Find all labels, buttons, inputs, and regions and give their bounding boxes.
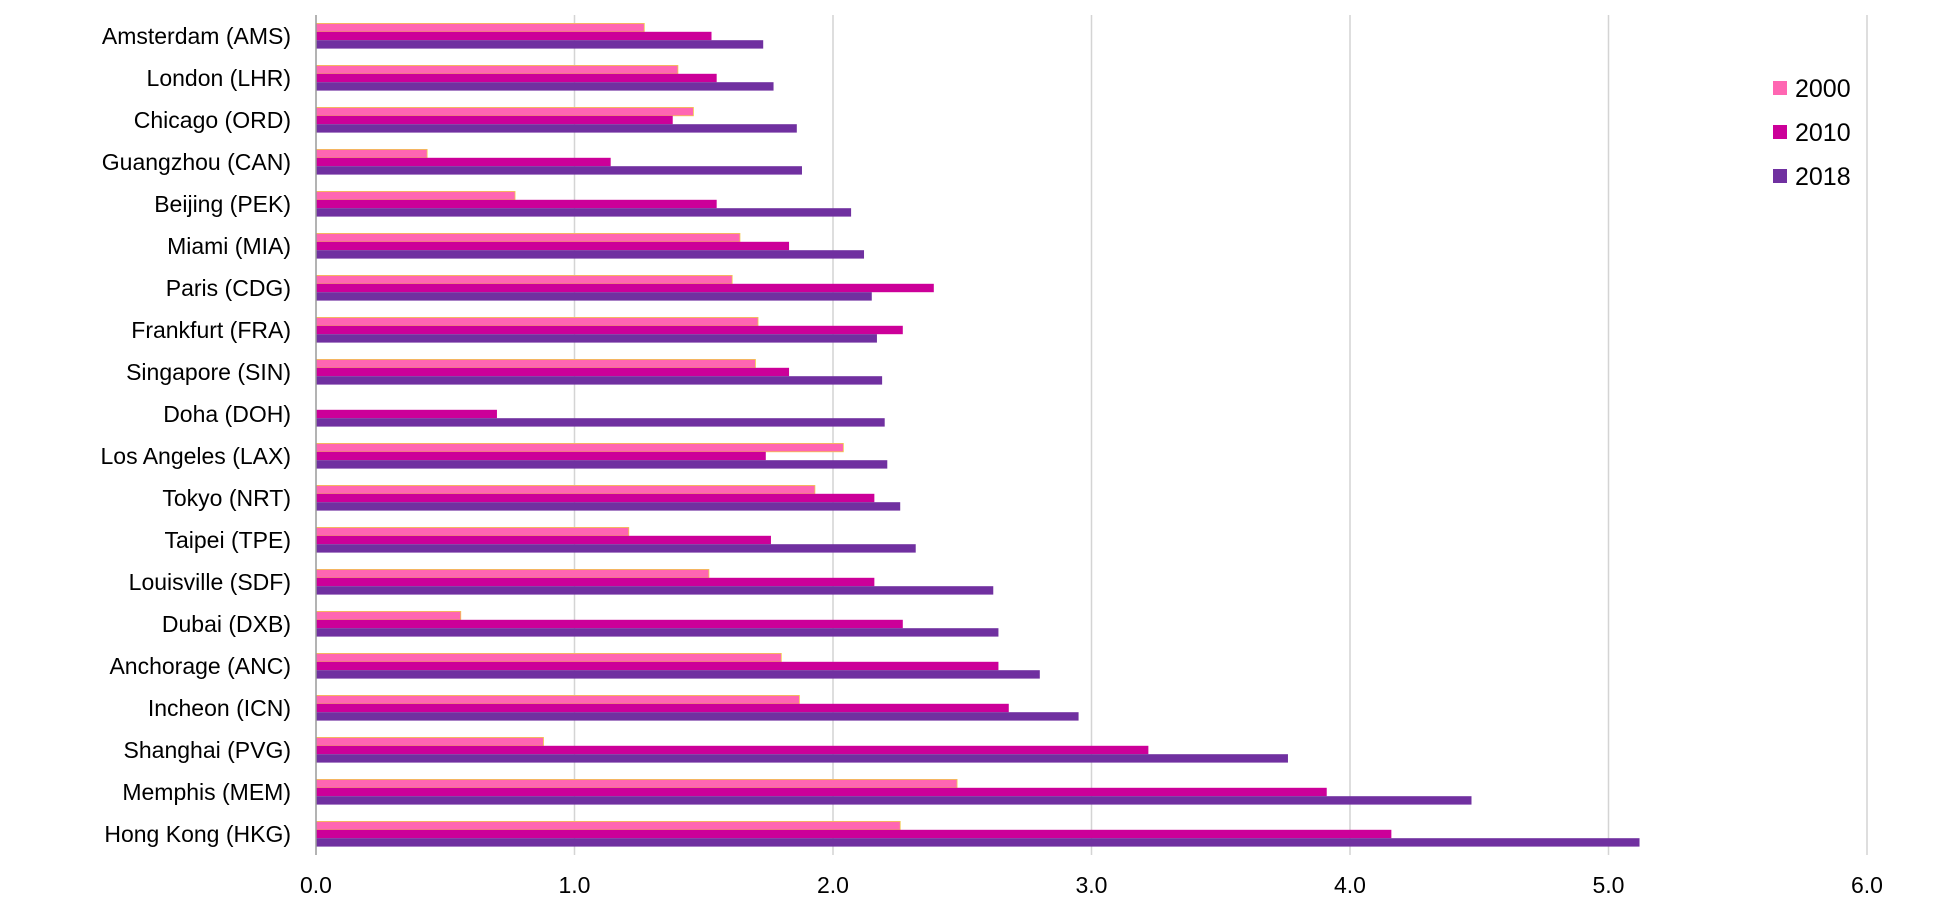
category-label: Miami (MIA) xyxy=(167,233,291,259)
bar-2010 xyxy=(316,73,717,83)
x-tick-label: 6.0 xyxy=(1851,872,1883,898)
bar-2018 xyxy=(316,586,994,595)
bar-2018 xyxy=(316,460,888,469)
category-label: Taipei (TPE) xyxy=(164,527,291,553)
bar-2000 xyxy=(315,358,756,369)
bar-2018 xyxy=(316,712,1079,721)
x-tick-label: 1.0 xyxy=(559,872,591,898)
bar-2010 xyxy=(316,493,875,503)
bar-2000 xyxy=(315,232,741,243)
gridlines xyxy=(573,15,1868,855)
category-labels: Amsterdam (AMS) London (LHR) Chicago (ORD)… xyxy=(100,23,291,847)
category-label: Hong Kong (HKG) xyxy=(104,821,291,847)
bar-2018 xyxy=(316,82,774,91)
bar-2018 xyxy=(316,544,916,553)
bar-2000 xyxy=(315,821,901,831)
bar-2010 xyxy=(316,703,1009,713)
bar-2010 xyxy=(316,535,771,545)
bar-2000 xyxy=(315,737,544,747)
bar-2010 xyxy=(316,283,934,293)
bar-2000 xyxy=(315,611,462,621)
bar-2010 xyxy=(316,367,790,377)
bar-2010 xyxy=(316,661,999,671)
bar-2018 xyxy=(316,838,1640,847)
category-label: Tokyo (NRT) xyxy=(162,485,291,511)
legend-swatch-2010 xyxy=(1773,125,1787,139)
legend-label-2000: 2000 xyxy=(1795,75,1851,103)
bar-2018 xyxy=(316,418,885,427)
bar-2010 xyxy=(316,325,903,335)
category-label: Memphis (MEM) xyxy=(122,779,291,805)
bar-2018 xyxy=(316,40,764,49)
bar-2000 xyxy=(315,569,710,579)
bar-2018 xyxy=(316,166,802,175)
bars xyxy=(315,22,1640,847)
x-tick-label: 0.0 xyxy=(300,872,332,898)
bar-2018 xyxy=(316,796,1472,805)
category-label: Beijing (PEK) xyxy=(154,191,291,217)
x-tick-label: 2.0 xyxy=(817,872,849,898)
bar-2018 xyxy=(316,208,852,217)
category-label: Doha (DOH) xyxy=(163,401,291,427)
bar-2010 xyxy=(316,787,1327,797)
bar-2000 xyxy=(315,274,733,285)
bar-2018 xyxy=(316,502,901,511)
bar-2010 xyxy=(316,451,766,461)
legend-swatch-2018 xyxy=(1773,169,1787,183)
bar-2010 xyxy=(316,409,497,419)
bar-2018 xyxy=(316,292,872,301)
x-tick-label: 3.0 xyxy=(1076,872,1108,898)
category-label: Singapore (SIN) xyxy=(126,359,291,385)
bar-2018 xyxy=(316,754,1288,763)
bar-2000 xyxy=(315,695,800,705)
bar-2000 xyxy=(315,148,428,159)
bar-2000 xyxy=(315,484,816,495)
bar-2010 xyxy=(316,241,790,251)
bar-2018 xyxy=(316,334,877,343)
category-label: Paris (CDG) xyxy=(166,275,291,301)
bar-2000 xyxy=(315,107,694,117)
category-label: Los Angeles (LAX) xyxy=(100,443,291,469)
category-label: Dubai (DXB) xyxy=(162,611,291,637)
bar-2018 xyxy=(316,628,999,637)
bar-2010 xyxy=(316,199,717,209)
bar-2000 xyxy=(315,442,844,453)
category-label: Shanghai (PVG) xyxy=(124,737,291,763)
bar-2000 xyxy=(315,653,782,663)
x-tick-label: 5.0 xyxy=(1593,872,1625,898)
bar-2010 xyxy=(316,115,673,125)
legend-label-2018: 2018 xyxy=(1795,163,1851,191)
legend: 2000 2010 2018 xyxy=(1773,75,1851,191)
bar-2010 xyxy=(316,619,903,629)
category-label: Chicago (ORD) xyxy=(134,107,291,133)
bar-2000 xyxy=(315,190,516,201)
bar-2010 xyxy=(316,157,611,167)
category-label: Frankfurt (FRA) xyxy=(131,317,291,343)
legend-label-2010: 2010 xyxy=(1795,119,1851,147)
bar-2018 xyxy=(316,376,883,385)
x-tick-labels: 0.0 1.0 2.0 3.0 4.0 5.0 6.0 xyxy=(300,872,1883,898)
bar-2010 xyxy=(316,577,875,587)
bar-2018 xyxy=(316,250,865,259)
bar-2010 xyxy=(316,745,1149,755)
legend-swatch-2000 xyxy=(1773,81,1787,95)
x-tick-label: 4.0 xyxy=(1334,872,1366,898)
bar-2000 xyxy=(315,22,645,33)
category-label: Anchorage (ANC) xyxy=(109,653,291,679)
category-label: London (LHR) xyxy=(147,65,291,91)
bar-2018 xyxy=(316,670,1040,679)
bar-2000 xyxy=(315,527,630,537)
bar-2010 xyxy=(316,829,1392,839)
bar-2000 xyxy=(315,779,958,789)
bar-2000 xyxy=(315,316,759,327)
category-label: Louisville (SDF) xyxy=(129,569,291,595)
category-label: Guangzhou (CAN) xyxy=(102,149,291,175)
category-label: Incheon (ICN) xyxy=(148,695,291,721)
bar-2010 xyxy=(316,31,712,41)
category-label: Amsterdam (AMS) xyxy=(102,23,291,49)
bar-2000 xyxy=(315,65,679,75)
bar-2018 xyxy=(316,124,797,133)
